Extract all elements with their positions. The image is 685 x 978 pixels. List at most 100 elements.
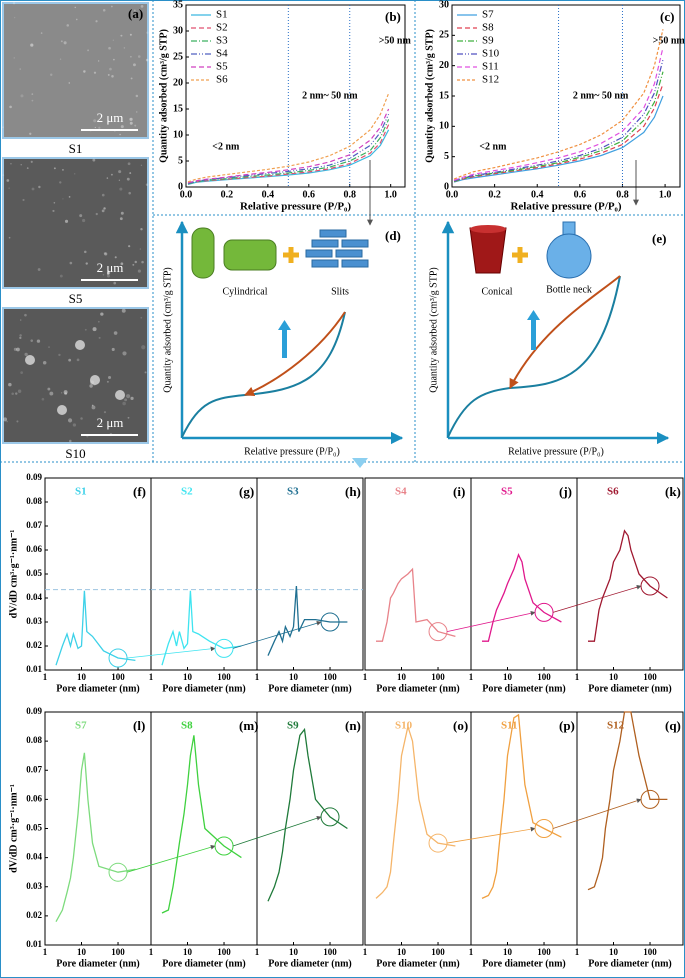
texture [120, 125, 124, 129]
x-tick-label: 1 [469, 947, 474, 957]
texture [84, 328, 87, 331]
texture [141, 345, 146, 350]
texture [122, 401, 126, 406]
texture [129, 117, 133, 121]
texture [9, 105, 12, 109]
texture [126, 394, 131, 399]
y-axis-label: Quantity adsorbed (cm³/g STP) [162, 267, 173, 392]
texture [53, 167, 56, 170]
texture [76, 358, 80, 362]
series-label: S5 [501, 486, 513, 498]
y-tick-label: 0.03 [26, 881, 42, 891]
texture [104, 252, 108, 256]
series-line [481, 713, 562, 899]
legend-label: S8 [482, 22, 494, 34]
highlight [640, 789, 660, 809]
texture [30, 43, 34, 47]
particle [90, 375, 100, 385]
series-label: S6 [607, 486, 619, 498]
texture [121, 308, 126, 313]
x-axis-label: Pore diameter (nm) [588, 958, 672, 969]
y-tick-label: 15 [439, 90, 449, 101]
texture [145, 183, 149, 186]
texture [113, 281, 117, 285]
y-tick-label: 15 [173, 103, 183, 114]
legend-label: S2 [216, 22, 228, 34]
sem-image [2, 157, 149, 289]
y-tick-label: 0.03 [26, 616, 42, 626]
texture [40, 32, 43, 34]
texture [127, 416, 130, 419]
x-tick-label: 10 [397, 947, 407, 957]
texture [97, 60, 100, 62]
legend-label: S4 [216, 48, 228, 60]
panel-label: (q) [665, 718, 681, 733]
texture [13, 347, 17, 351]
x-axis-label: Relative pressure (P/P₀) [508, 446, 604, 457]
texture [60, 392, 63, 394]
texture [119, 133, 121, 136]
legend-label: S6 [216, 74, 228, 86]
series-line [187, 124, 390, 185]
y-tick-label: 0.04 [26, 592, 42, 602]
texture [68, 82, 71, 84]
y-tick-label: 20 [173, 77, 183, 88]
x-axis-label: Relative pressure (P/P₀) [240, 201, 351, 213]
series-label: S11 [501, 720, 518, 732]
texture [93, 71, 97, 74]
trend-arrow [552, 798, 642, 829]
texture [133, 9, 136, 12]
texture [17, 389, 22, 393]
texture [83, 70, 86, 73]
y-axis-label: Quantity adsorbed (cm³/g STP) [158, 29, 169, 163]
x-tick-label: 1 [255, 947, 260, 957]
texture [48, 346, 50, 348]
texture [98, 336, 101, 339]
y-tick-label: 0.01 [26, 664, 42, 674]
legend-label: S9 [482, 35, 494, 47]
series-label: S4 [395, 486, 407, 498]
y-axis-label: dV/dD cm³·g⁻¹·nm⁻¹ [8, 530, 19, 619]
texture [63, 41, 67, 45]
x-axis-label: Pore diameter (nm) [376, 683, 460, 694]
texture [82, 218, 86, 223]
texture [20, 319, 22, 321]
x-tick-label: 10 [289, 947, 299, 957]
panel-label: (a) [128, 6, 143, 21]
texture [91, 405, 96, 410]
texture [47, 387, 51, 391]
panel-label: (g) [239, 484, 254, 499]
texture [134, 124, 137, 127]
x-tick-label: 100 [111, 672, 125, 682]
texture [92, 327, 97, 332]
y-tick-label: 0.01 [26, 939, 42, 949]
texture [129, 121, 133, 125]
legend-label: S12 [482, 74, 499, 86]
annotation: >50 nm [653, 36, 685, 47]
x-axis-label: Relative pressure (P/P₀) [244, 446, 340, 457]
texture [60, 40, 63, 43]
plot-frame [44, 477, 152, 671]
texture [140, 228, 143, 231]
x-tick-label: 10 [503, 672, 513, 682]
y-tick-label: 0.08 [26, 735, 42, 745]
scale-label: 2 μm [97, 260, 124, 275]
texture [85, 262, 88, 265]
series-line [453, 59, 664, 182]
x-tick-label: 10 [77, 672, 87, 682]
texture [108, 46, 111, 50]
texture [94, 126, 96, 129]
texture [93, 119, 97, 123]
y-axis-label: Quantity adsorbed (cm³/g STP) [428, 267, 439, 392]
texture [49, 391, 54, 396]
x-tick-label: 0.6 [574, 189, 587, 200]
texture [20, 94, 24, 98]
trend-arrow [446, 610, 536, 632]
texture [111, 75, 114, 78]
panel-label: (i) [453, 484, 465, 499]
legend-label: S10 [482, 48, 500, 60]
diagram-d: (d) Cylindrical Slits Quantity adsorbed … [162, 220, 404, 457]
texture [8, 382, 12, 387]
texture [101, 193, 105, 197]
